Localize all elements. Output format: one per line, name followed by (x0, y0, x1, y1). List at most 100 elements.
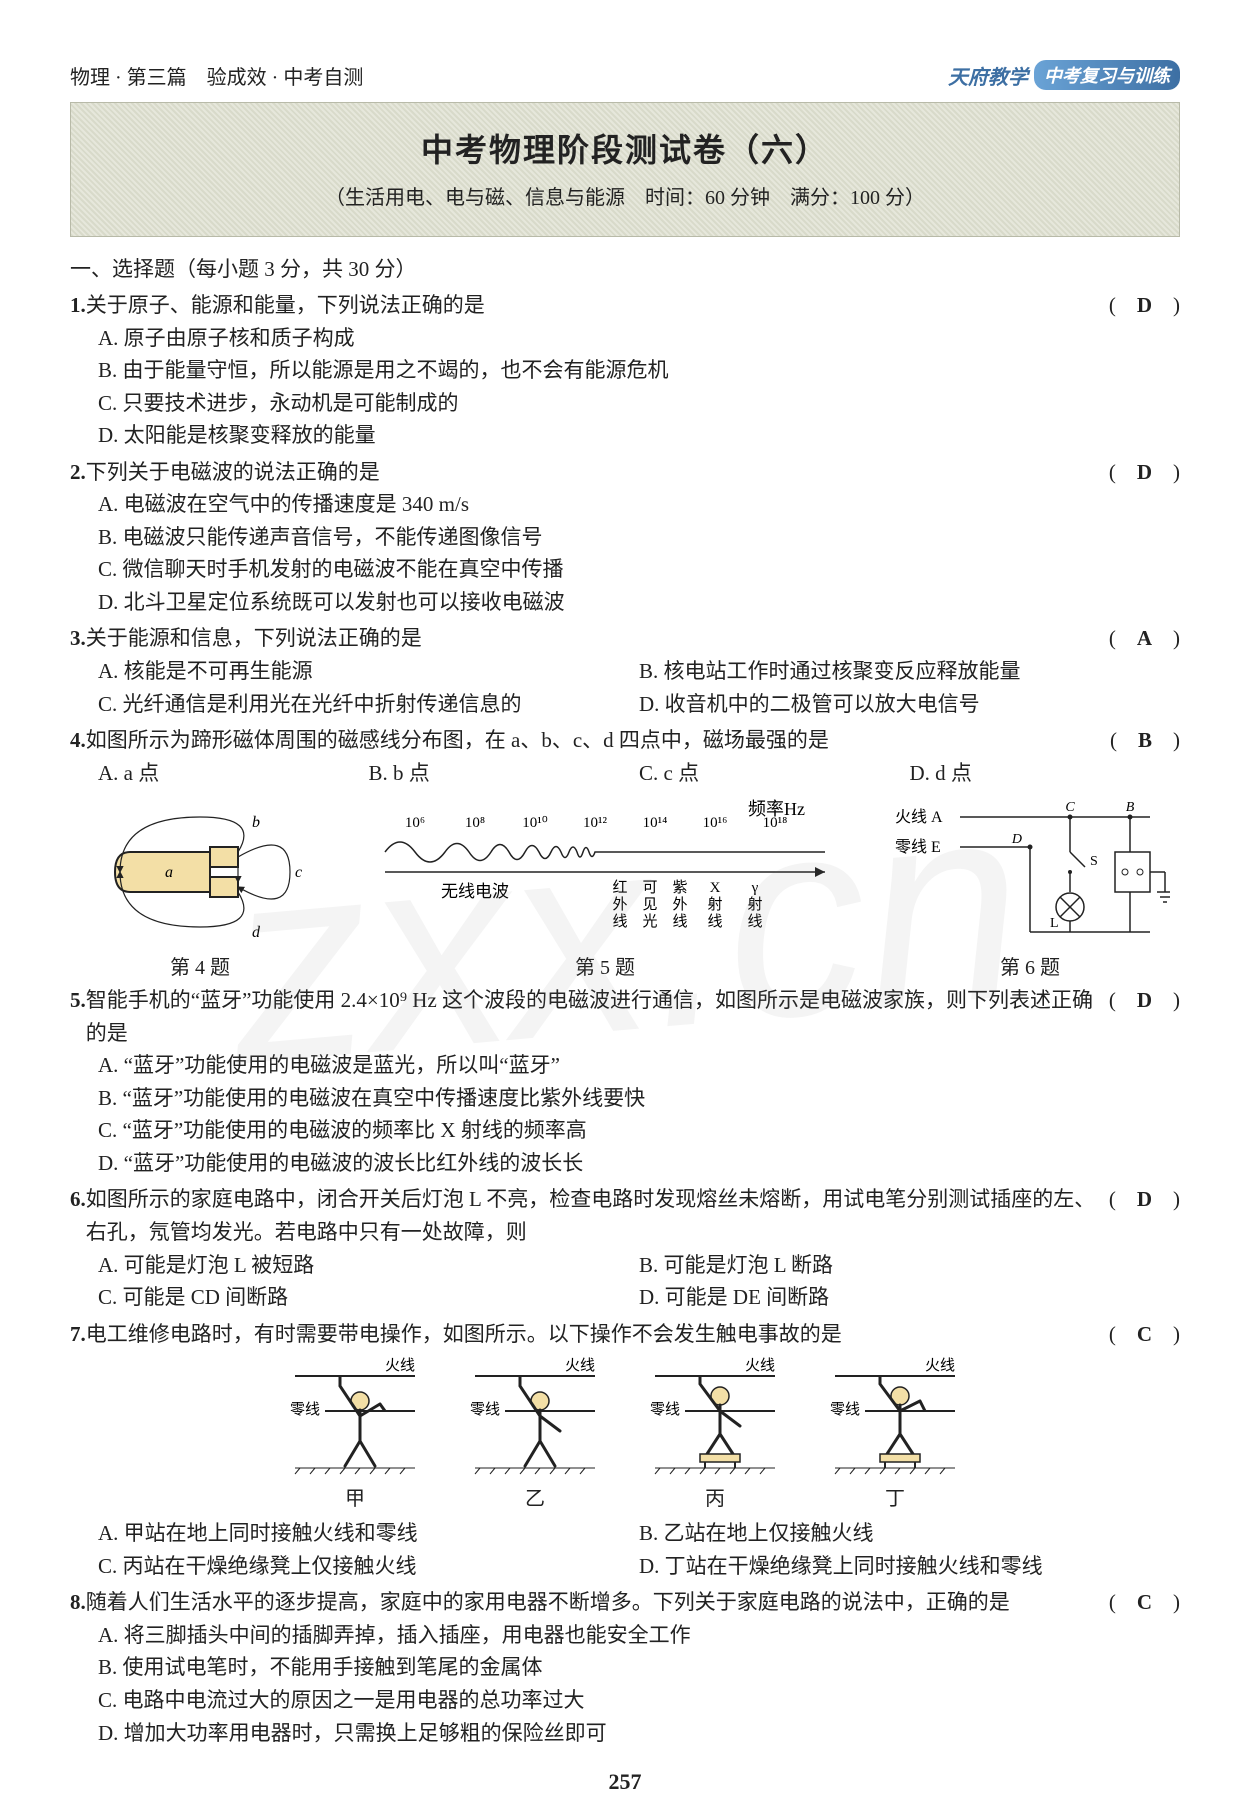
svg-text:γ: γ (751, 880, 759, 896)
fig7-label-2: 乙 (465, 1482, 605, 1511)
question-5: 5. 智能手机的“蓝牙”功能使用 2.4×10⁹ Hz 这个波段的电磁波进行通信… (70, 984, 1180, 1179)
svg-text:线: 线 (672, 913, 687, 930)
svg-text:火线: 火线 (745, 1357, 775, 1374)
svg-text:10¹²: 10¹² (583, 815, 607, 831)
svg-text:10¹⁶: 10¹⁶ (703, 815, 728, 831)
svg-text:零线: 零线 (830, 1401, 860, 1418)
figure-4-caption: 第 4 题 (70, 951, 330, 980)
q1-stem: 关于原子、能源和能量，下列说法正确的是 (86, 289, 1109, 322)
figure-6-caption: 第 6 题 (880, 951, 1180, 980)
logo-badge: 中考复习与训练 (1034, 60, 1180, 90)
figure-7-jia: 火线 零线 甲 (285, 1356, 425, 1511)
q4-options: A. a 点 B. b 点 C. c 点 D. d 点 (70, 757, 1180, 790)
q7-opt-a: A. 甲站在地上同时接触火线和零线 (98, 1517, 639, 1550)
q2-stem: 下列关于电磁波的说法正确的是 (86, 456, 1109, 489)
fig7-label-4: 丁 (825, 1482, 965, 1511)
fig7-label-3: 丙 (645, 1482, 785, 1511)
q7-stem: 电工维修电路时，有时需要带电操作，如图所示。以下操作不会发生触电事故的是 (86, 1318, 1109, 1351)
svg-text:c: c (295, 864, 302, 881)
q2-opt-b: B. 电磁波只能传递声音信号，不能传递图像信号 (70, 521, 1180, 554)
question-8: 8. 随着人们生活水平的逐步提高，家庭中的家用电器不断增多。下列关于家庭电路的说… (70, 1586, 1180, 1749)
svg-text:d: d (252, 924, 261, 941)
figure-7-yi: 火线 零线 乙 (465, 1356, 605, 1511)
q1-opt-d: D. 太阳能是核聚变释放的能量 (70, 419, 1180, 452)
svg-text:10⁶: 10⁶ (405, 815, 425, 831)
q6-options: A. 可能是灯泡 L 被短路 B. 可能是灯泡 L 断路 C. 可能是 CD 间… (70, 1249, 1180, 1314)
svg-text:10¹⁸: 10¹⁸ (763, 815, 788, 831)
q5-options: A. “蓝牙”功能使用的电磁波是蓝光，所以叫“蓝牙” B. “蓝牙”功能使用的电… (70, 1049, 1180, 1179)
svg-text:零线 E: 零线 E (895, 838, 941, 856)
svg-text:无线电波: 无线电波 (441, 882, 509, 901)
q3-opt-d: D. 收音机中的二极管可以放大电信号 (639, 688, 1180, 721)
svg-text:火线: 火线 (385, 1357, 415, 1374)
q1-options: A. 原子由原子核和质子构成 B. 由于能量守恒，所以能源是用之不竭的，也不会有… (70, 322, 1180, 452)
q6-num: 6. (70, 1183, 86, 1216)
q6-opt-a: A. 可能是灯泡 L 被短路 (98, 1249, 639, 1282)
q7-opt-d: D. 丁站在干燥绝缘凳上同时接触火线和零线 (639, 1550, 1180, 1583)
svg-text:外: 外 (672, 896, 687, 913)
q7-opt-c: C. 丙站在干燥绝缘凳上仅接触火线 (98, 1550, 639, 1583)
q6-opt-d: D. 可能是 DE 间断路 (639, 1281, 1180, 1314)
svg-text:火线 A: 火线 A (895, 808, 943, 826)
svg-text:火线: 火线 (925, 1357, 955, 1374)
title-box: 中考物理阶段测试卷（六） （生活用电、电与磁、信息与能源 时间：60 分钟 满分… (70, 102, 1180, 237)
svg-text:见: 见 (642, 897, 657, 913)
exam-subtitle: （生活用电、电与磁、信息与能源 时间：60 分钟 满分：100 分） (81, 181, 1169, 210)
q8-answer: ( C ) (1109, 1586, 1180, 1619)
figure-5: 频率Hz 10⁶10⁸10¹⁰ 10¹²10¹⁴10¹⁶10¹⁸ 无线电波 红外… (350, 797, 860, 980)
q1-num: 1. (70, 289, 86, 322)
q4-opt-b: B. b 点 (369, 757, 640, 790)
q6-answer: ( D ) (1109, 1183, 1180, 1216)
svg-text:可: 可 (642, 880, 657, 896)
svg-text:火线: 火线 (565, 1357, 595, 1374)
q2-opt-d: D. 北斗卫星定位系统既可以发射也可以接收电磁波 (70, 586, 1180, 619)
q2-answer: ( D ) (1109, 456, 1180, 489)
svg-text:C: C (1065, 800, 1075, 815)
q1-opt-b: B. 由于能量守恒，所以能源是用之不竭的，也不会有能源危机 (70, 354, 1180, 387)
q8-opt-b: B. 使用试电笔时，不能用手接触到笔尾的金属体 (70, 1651, 1180, 1684)
q4-answer: ( B ) (1110, 724, 1180, 757)
q3-stem: 关于能源和信息，下列说法正确的是 (86, 622, 1109, 655)
question-7-opts: A. 甲站在地上同时接触火线和零线 B. 乙站在地上仅接触火线 C. 丙站在干燥… (70, 1517, 1180, 1582)
q3-opt-a: A. 核能是不可再生能源 (98, 655, 639, 688)
logo-prefix: 天府教学 (948, 61, 1028, 90)
svg-text:线: 线 (707, 913, 722, 930)
section-1-header: 一、选择题（每小题 3 分，共 30 分） (70, 253, 1180, 283)
svg-text:零线: 零线 (290, 1401, 320, 1418)
q7-options: A. 甲站在地上同时接触火线和零线 B. 乙站在地上仅接触火线 C. 丙站在干燥… (70, 1517, 1180, 1582)
q2-opt-c: C. 微信聊天时手机发射的电磁波不能在真空中传播 (70, 553, 1180, 586)
svg-text:外: 外 (612, 896, 627, 913)
q6-opt-b: B. 可能是灯泡 L 断路 (639, 1249, 1180, 1282)
figure-6: 火线 A 零线 E C B D S L (880, 797, 1180, 980)
q4-opt-d: D. d 点 (910, 757, 1181, 790)
figure-5-caption: 第 5 题 (350, 951, 860, 980)
figure-4: a b c d 第 4 题 (70, 797, 330, 980)
fig7-label-1: 甲 (285, 1482, 425, 1511)
question-4: 4. 如图所示为蹄形磁体周围的磁感线分布图，在 a、b、c、d 四点中，磁场最强… (70, 724, 1180, 789)
svg-text:b: b (252, 814, 260, 831)
header-left: 物理 · 第三篇 验成效 · 中考自测 (70, 61, 363, 90)
svg-text:线: 线 (612, 913, 627, 930)
q5-stem: 智能手机的“蓝牙”功能使用 2.4×10⁹ Hz 这个波段的电磁波进行通信，如图… (86, 984, 1109, 1049)
page-header: 物理 · 第三篇 验成效 · 中考自测 天府教学 中考复习与训练 (70, 60, 1180, 90)
svg-text:B: B (1126, 800, 1135, 815)
q8-opt-d: D. 增加大功率用电器时，只需换上足够粗的保险丝即可 (70, 1717, 1180, 1750)
q7-opt-b: B. 乙站在地上仅接触火线 (639, 1517, 1180, 1550)
question-2: 2. 下列关于电磁波的说法正确的是 ( D ) A. 电磁波在空气中的传播速度是… (70, 456, 1180, 619)
figure-7-bing: 火线 零线 丙 (645, 1356, 785, 1511)
svg-text:光: 光 (642, 913, 657, 930)
q3-options: A. 核能是不可再生能源 B. 核电站工作时通过核聚变反应释放能量 C. 光纤通… (70, 655, 1180, 720)
q5-opt-b: B. “蓝牙”功能使用的电磁波在真空中传播速度比紫外线要快 (70, 1082, 1180, 1115)
q5-opt-d: D. “蓝牙”功能使用的电磁波的波长比红外线的波长长 (70, 1147, 1180, 1180)
q4-stem: 如图所示为蹄形磁体周围的磁感线分布图，在 a、b、c、d 四点中，磁场最强的是 (86, 724, 1110, 757)
q1-opt-a: A. 原子由原子核和质子构成 (70, 322, 1180, 355)
exam-title: 中考物理阶段测试卷（六） (81, 125, 1169, 171)
q2-num: 2. (70, 456, 86, 489)
svg-text:红: 红 (612, 879, 627, 896)
figure-7-ding: 火线 零线 丁 (825, 1356, 965, 1511)
svg-text:10¹⁰: 10¹⁰ (522, 815, 548, 831)
q1-answer: ( D ) (1109, 289, 1180, 322)
figure-row-7: 火线 零线 甲 火线 零线 乙 火 (70, 1356, 1180, 1511)
svg-text:紫: 紫 (672, 879, 687, 896)
q2-opt-a: A. 电磁波在空气中的传播速度是 340 m/s (70, 488, 1180, 521)
